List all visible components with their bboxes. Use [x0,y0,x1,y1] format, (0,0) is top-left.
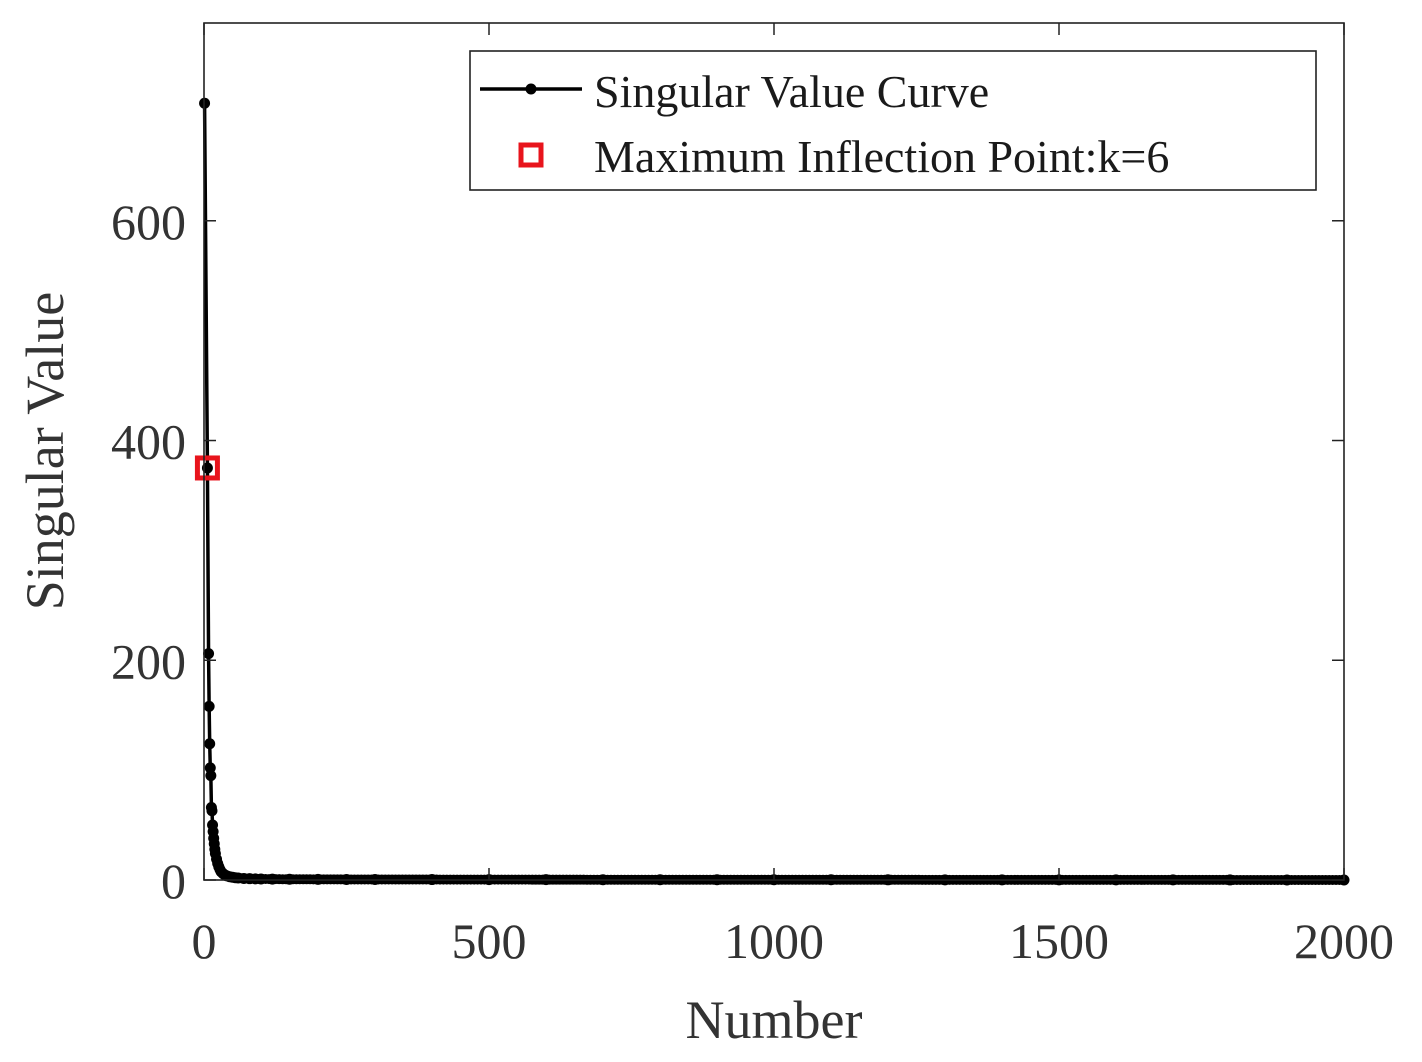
x-tick-label: 1000 [724,913,824,969]
legend-dot-swatch [525,83,537,95]
singular-value-point [204,738,216,750]
singular-value-point [255,873,267,885]
x-tick-label: 500 [452,913,527,969]
legend-label-inflection: Maximum Inflection Point:k=6 [594,131,1169,182]
y-tick-label: 400 [111,414,186,470]
legend-label-curve: Singular Value Curve [594,66,989,117]
y-axis-title: Singular Value [15,292,75,610]
singular-value-point [205,770,217,782]
series-layer [194,97,1350,886]
legend-square-swatch [518,142,544,168]
inflection-point-marker [194,455,220,481]
ticks-layer: 0 500 1000 1500 2000 0 200 400 600 [111,23,1394,969]
y-tick-label: 600 [111,194,186,250]
singular-value-point [203,700,215,712]
singular-value-point [203,648,215,660]
x-tick-label: 1500 [1009,913,1109,969]
legend: Singular Value Curve Maximum Inflection … [469,50,1317,191]
x-tick-label: 0 [192,913,217,969]
x-tick-label: 2000 [1294,913,1394,969]
singular-value-point [266,873,278,885]
singular-value-point [206,805,218,817]
y-tick-label: 0 [161,853,186,909]
legend-box [469,50,1317,191]
y-tick-label: 200 [111,633,186,689]
x-axis-title: Number [686,990,863,1050]
